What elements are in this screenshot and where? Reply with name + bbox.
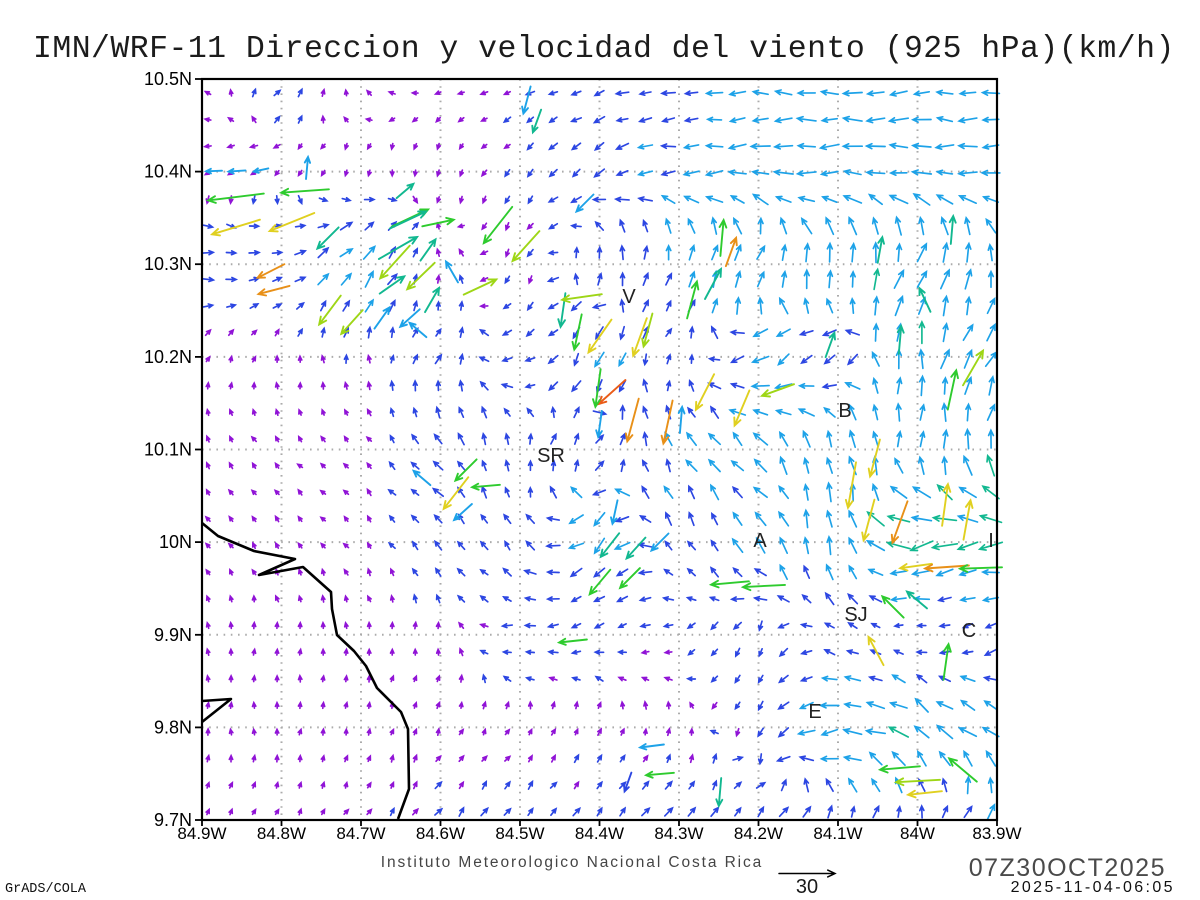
svg-text:C: C: [962, 620, 976, 642]
svg-text:10N: 10N: [159, 532, 192, 552]
svg-text:V: V: [622, 286, 636, 308]
svg-text:10.3N: 10.3N: [144, 254, 192, 274]
svg-text:10.5N: 10.5N: [144, 69, 192, 89]
svg-text:SJ: SJ: [844, 604, 867, 626]
svg-text:84.6W: 84.6W: [416, 824, 465, 843]
svg-text:84.3W: 84.3W: [654, 824, 703, 843]
svg-text:84.9W: 84.9W: [177, 824, 226, 843]
svg-text:9.8N: 9.8N: [154, 717, 192, 737]
svg-text:83.9W: 83.9W: [972, 824, 1021, 843]
svg-text:A: A: [753, 530, 767, 552]
svg-text:IMN/WRF-11 Direccion y velocid: IMN/WRF-11 Direccion y velocidad del vie…: [33, 32, 1175, 67]
svg-text:30: 30: [796, 876, 818, 898]
svg-text:9.7N: 9.7N: [154, 810, 192, 830]
svg-text:SR: SR: [537, 445, 565, 467]
svg-text:84.8W: 84.8W: [257, 824, 306, 843]
svg-text:10.1N: 10.1N: [144, 440, 192, 460]
svg-text:84W: 84W: [900, 824, 935, 843]
svg-text:84.4W: 84.4W: [575, 824, 624, 843]
svg-text:I: I: [988, 530, 994, 552]
svg-text:07Z30OCT2025: 07Z30OCT2025: [969, 854, 1166, 882]
svg-text:84.1W: 84.1W: [813, 824, 862, 843]
svg-text:10.4N: 10.4N: [144, 162, 192, 182]
svg-text:Instituto Meteorologico Nacion: Instituto Meteorologico Nacional Costa R…: [381, 854, 763, 871]
svg-text:GrADS/COLA: GrADS/COLA: [5, 882, 87, 897]
svg-text:E: E: [808, 701, 821, 723]
svg-text:84.2W: 84.2W: [734, 824, 783, 843]
svg-text:84.7W: 84.7W: [336, 824, 385, 843]
svg-text:9.9N: 9.9N: [154, 625, 192, 645]
svg-text:84.5W: 84.5W: [495, 824, 544, 843]
svg-text:10.2N: 10.2N: [144, 347, 192, 367]
svg-text:2025-11-04-06:05: 2025-11-04-06:05: [1011, 879, 1175, 896]
svg-text:B: B: [838, 400, 851, 422]
